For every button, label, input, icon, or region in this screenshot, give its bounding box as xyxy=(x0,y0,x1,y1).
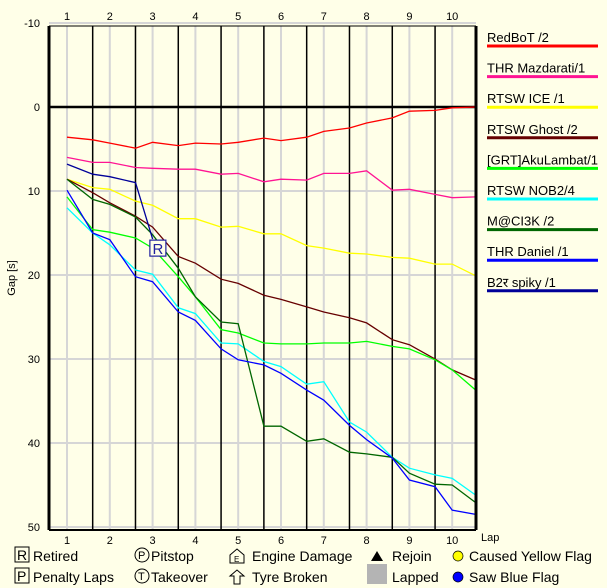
x-tick-label: 1 xyxy=(64,535,70,547)
retired-label: Retired xyxy=(33,548,78,564)
retired-marker: R xyxy=(149,239,167,258)
legend: RedBoT /2 THR Mazdarati/1 RTSW ICE /1 RTSW … xyxy=(487,30,598,293)
yellow-flag-icon xyxy=(452,550,464,562)
x-tick-label: 4 xyxy=(192,535,198,547)
legend-retired: R Retired xyxy=(14,546,78,564)
engine-damage-icon xyxy=(229,548,245,564)
series-line-rtsw-ice-1 xyxy=(66,178,476,277)
x-tick-label-top: 2 xyxy=(107,11,113,23)
x-tick-label-top: 10 xyxy=(446,11,458,23)
legend-label: B2र spiky /1 xyxy=(487,275,556,290)
engine-symbol: E xyxy=(234,555,239,564)
blue-flag-label: Saw Blue Flag xyxy=(469,569,559,585)
legend-blue-flag: Saw Blue Flag xyxy=(452,569,559,585)
grid xyxy=(49,22,476,530)
legend-label: RedBoT /2 xyxy=(487,30,549,45)
lapped-label: Lapped xyxy=(392,569,439,585)
legend-label: THR Mazdarati/1 xyxy=(487,61,585,76)
x-tick-label: 2 xyxy=(107,535,113,547)
x-tick-label-top: 6 xyxy=(278,11,284,23)
series-lines xyxy=(66,106,477,516)
x-tick-label: 10 xyxy=(446,535,458,547)
x-tick-label-top: 9 xyxy=(406,11,412,23)
x-tick-label: 6 xyxy=(278,535,284,547)
yellow-flag-label: Caused Yellow Flag xyxy=(469,548,592,564)
legend-pitstop: P Pitstop xyxy=(134,547,194,564)
legend-tyre-broken: Tyre Broken xyxy=(228,569,327,585)
retired-symbol: R xyxy=(17,547,27,563)
bottom-legend: R Retired P Penalty Laps P Pitstop T Tak… xyxy=(14,546,592,585)
series-line-thr-daniel-1 xyxy=(66,189,476,516)
plot-frame xyxy=(47,25,478,531)
legend-rejoin: Rejoin xyxy=(371,548,432,564)
retired-icon xyxy=(149,239,167,257)
x-tick-label-top: 4 xyxy=(192,11,198,23)
x-tick-label: 8 xyxy=(364,535,370,547)
x-tick-label-top: 3 xyxy=(150,11,156,23)
pitstop-icon xyxy=(134,547,150,563)
rejoin-icon xyxy=(371,551,383,561)
takeover-icon xyxy=(134,568,150,584)
series-line-m-ci3k-2 xyxy=(66,178,477,504)
penalty-icon xyxy=(14,567,30,584)
series-line--grt-akulambat-1 xyxy=(66,196,477,391)
takeover-symbol: T xyxy=(138,571,145,583)
x-tick-label: 3 xyxy=(150,535,156,547)
lapped-icon xyxy=(367,564,387,584)
legend-label: [GRT]AkuLambat/1 xyxy=(487,152,598,167)
y-tick-label: 50 xyxy=(28,522,40,534)
legend-takeover: T Takeover xyxy=(134,568,208,585)
pitstop-symbol: P xyxy=(138,550,145,562)
legend-label: THR Daniel /1 xyxy=(487,244,569,259)
y-tick-label: 40 xyxy=(28,438,40,450)
blue-flag-icon xyxy=(452,571,464,583)
series-line-b2-spiky-1 xyxy=(66,163,154,240)
takeover-label: Takeover xyxy=(151,569,208,585)
legend-label: RTSW Ghost /2 xyxy=(487,122,578,137)
y-tick-label: 20 xyxy=(28,270,40,282)
x-tick-label: 7 xyxy=(321,535,327,547)
pitstop-label: Pitstop xyxy=(151,548,194,564)
x-axis-label: Lap xyxy=(481,532,499,544)
penalty-symbol: P xyxy=(17,568,26,584)
y-tick-label: -10 xyxy=(24,18,40,30)
y-tick-label: 0 xyxy=(34,102,40,114)
legend-yellow-flag: Caused Yellow Flag xyxy=(452,548,592,564)
x-tick-label: 5 xyxy=(235,535,241,547)
x-tick-label-top: 5 xyxy=(235,11,241,23)
legend-label: M@CI3K /2 xyxy=(487,214,554,229)
series-line-thr-mazdarati-1 xyxy=(66,156,476,199)
legend-engine-damage: E Engine Damage xyxy=(229,548,353,564)
y-tick-label: 10 xyxy=(28,186,40,198)
series-line-rtsw-nob2-4 xyxy=(66,207,477,496)
x-tick-label-top: 8 xyxy=(364,11,370,23)
penalty-label: Penalty Laps xyxy=(33,569,114,585)
legend-lapped: Lapped xyxy=(367,564,439,585)
engine-damage-label: Engine Damage xyxy=(252,548,353,564)
retired-icon xyxy=(14,546,30,563)
rejoin-label: Rejoin xyxy=(392,548,432,564)
x-tick-label-top: 1 xyxy=(64,11,70,23)
series-line-rtsw-ghost-2 xyxy=(66,178,476,381)
legend-label: RTSW NOB2/4 xyxy=(487,183,575,198)
x-tick-label: 9 xyxy=(406,535,412,547)
series-line-redbot-2 xyxy=(66,106,476,149)
y-axis-label: Gap [s] xyxy=(6,260,18,295)
axis-ticks: 1 1 2 2 3 3 4 4 5 5 6 6 7 7 8 8 9 9 10 10 -10 0 10 20 30 40 50 xyxy=(24,11,458,547)
legend-penalty: P Penalty Laps xyxy=(14,567,114,585)
tyre-broken-icon xyxy=(228,569,246,585)
x-tick-label-top: 7 xyxy=(321,11,327,23)
tyre-broken-label: Tyre Broken xyxy=(252,569,327,585)
y-tick-label: 30 xyxy=(28,354,40,366)
retired-symbol: R xyxy=(152,241,163,258)
legend-label: RTSW ICE /1 xyxy=(487,91,565,106)
